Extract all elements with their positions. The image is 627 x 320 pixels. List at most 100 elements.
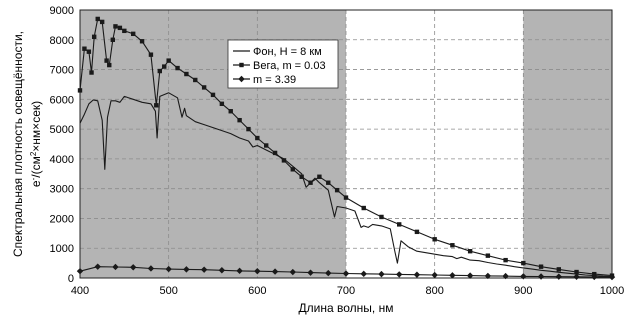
y-axis-title-part: /(см: [29, 156, 43, 178]
series-point-1: [148, 52, 154, 57]
series-point-2: [200, 266, 208, 273]
series-point-1: [82, 46, 87, 51]
series-2: [76, 263, 616, 281]
series-point-1: [432, 237, 437, 242]
series-point-1: [139, 39, 145, 44]
series-lines: [76, 16, 616, 281]
legend: Фон, H = 8 км Вега, m = 0.03 m = 3.39: [227, 39, 339, 89]
series-point-2: [130, 264, 137, 271]
x-axis-title: Длина волны, нм: [299, 301, 394, 315]
series-point-2: [94, 263, 101, 270]
series-point-1: [467, 249, 473, 254]
series-point-2: [573, 273, 580, 281]
series-point-1: [264, 143, 269, 148]
series-point-1: [556, 267, 561, 272]
series-point-1: [219, 101, 225, 106]
series-point-2: [218, 267, 226, 274]
legend-label-1: Вега, m = 0.03: [253, 60, 326, 72]
x-tick-label: 700: [337, 285, 355, 297]
x-tick-label: 400: [71, 285, 89, 297]
series-point-1: [237, 117, 242, 123]
series-point-1: [166, 58, 171, 63]
series-line-0: [79, 92, 613, 278]
y-tick-label: 7000: [50, 65, 74, 77]
shaded-band-1: [523, 10, 612, 278]
series-point-1: [317, 174, 322, 179]
y-tick-label: 8000: [50, 35, 74, 47]
series-point-2: [466, 272, 474, 279]
y-axis-title-part: e: [29, 180, 43, 187]
series-point-2: [183, 266, 190, 273]
series-point-2: [342, 270, 350, 277]
legend-label-0: Фон, H = 8 км: [253, 46, 322, 58]
legend-label-2: m = 3.39: [253, 74, 296, 86]
series-point-1: [281, 158, 287, 163]
y-tick-label: 5000: [50, 124, 74, 136]
series-point-1: [154, 103, 159, 108]
series-point-2: [520, 273, 527, 280]
series-point-1: [77, 88, 83, 93]
series-0: [79, 92, 613, 278]
series-point-1: [503, 257, 508, 263]
series-point-2: [76, 267, 84, 275]
y-tick-label: 6000: [50, 94, 74, 106]
series-point-1: [521, 260, 526, 266]
series-point-1: [107, 62, 112, 68]
y-tick-label: 0: [68, 273, 74, 285]
series-point-1: [162, 64, 167, 69]
series-point-2: [289, 268, 296, 276]
series-point-1: [95, 16, 100, 22]
series-point-1: [193, 77, 198, 83]
series-point-1: [246, 126, 251, 132]
series-point-2: [271, 268, 279, 275]
x-tick-label: 800: [425, 285, 443, 297]
series-point-2: [555, 273, 562, 280]
series-point-2: [254, 267, 261, 275]
series-point-1: [379, 214, 384, 220]
x-tick-label: 1000: [600, 285, 624, 297]
legend-box: [227, 39, 339, 89]
series-point-1: [450, 243, 455, 248]
y-axis-title-line2: e-/(см2×нм×сек): [29, 101, 44, 187]
series-point-2: [236, 267, 243, 275]
series-point-2: [307, 269, 314, 276]
x-tick-label: 900: [514, 285, 532, 297]
y-axis-title-line1: Спектральная плотность освещённости,: [11, 31, 25, 257]
y-tick-label: 9000: [50, 5, 74, 17]
series-point-2: [378, 270, 385, 278]
series-point-1: [574, 269, 579, 275]
series-point-1: [255, 135, 260, 141]
series-point-1: [201, 85, 207, 90]
legend-marker-1: [239, 62, 244, 68]
x-tick-label: 600: [248, 285, 266, 297]
series-1: [77, 16, 615, 278]
series-point-1: [343, 195, 349, 200]
series-point-2: [449, 272, 456, 279]
series-point-1: [299, 174, 304, 179]
series-point-1: [184, 71, 189, 77]
y-axis-title-part: ×нм×сек): [29, 101, 43, 152]
series-point-2: [537, 273, 545, 280]
y-tick-labels: 0 1000 2000 3000 4000 5000 6000 7000 8000 9000: [50, 5, 74, 285]
series-point-2: [484, 272, 492, 280]
y-axis-title: Спектральная плотность освещённости, e-/(…: [11, 31, 43, 257]
series-point-2: [396, 271, 403, 278]
series-point-1: [99, 19, 105, 25]
y-axis-title-superscript: -: [29, 177, 38, 180]
series-point-1: [334, 187, 340, 193]
series-point-2: [608, 273, 616, 281]
series-point-1: [414, 229, 420, 235]
series-point-1: [361, 205, 366, 211]
y-tick-label: 2000: [50, 213, 74, 225]
plot-frame: [79, 9, 613, 279]
y-tick-label: 3000: [50, 184, 74, 196]
series-point-1: [210, 92, 216, 98]
series-point-1: [326, 180, 331, 185]
legend-marker-2: [238, 75, 245, 83]
series-point-1: [228, 109, 233, 114]
x-tick-label: 500: [159, 285, 177, 297]
series-point-2: [591, 273, 598, 281]
series-point-1: [110, 37, 116, 42]
series-point-2: [147, 265, 155, 272]
